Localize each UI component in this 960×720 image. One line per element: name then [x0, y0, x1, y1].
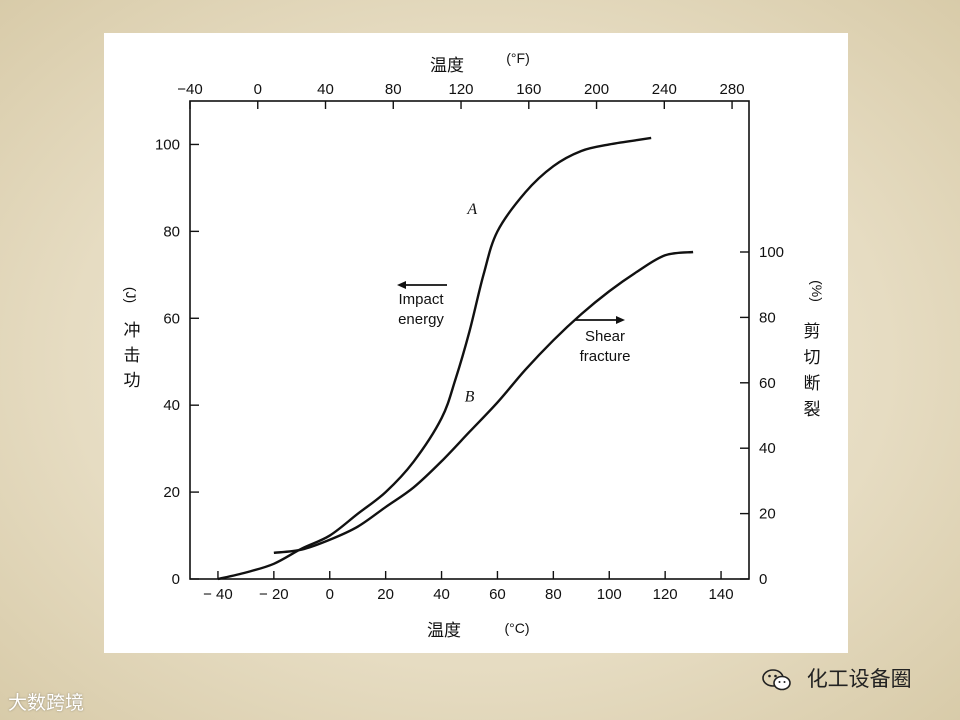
bottom-tick-label: 100 [597, 586, 622, 603]
chart-svg: − 40 − 20 0 20 40 60 80 100 120 140 −40 0 40 80 120 160… [123, 50, 825, 641]
bottom-tick-label: 140 [709, 586, 734, 603]
bottom-axis-unit: (°C) [504, 620, 529, 636]
series-label-B: B [465, 389, 475, 406]
top-tick-label: 200 [584, 81, 609, 98]
impact-energy-label: Impact [398, 291, 444, 308]
bottom-axis-label: 温度 [427, 621, 461, 641]
watermark-left: 大数跨境 [8, 688, 84, 715]
left-tick-label: 60 [163, 310, 180, 327]
top-tick-label: 280 [720, 81, 745, 98]
bottom-tick-label: 120 [653, 586, 678, 603]
bottom-tick-label: − 20 [259, 586, 289, 603]
bottom-tick-label: 20 [377, 586, 394, 603]
left-axis-label-char: 击 [124, 346, 141, 366]
right-axis-label-char: 裂 [804, 400, 821, 420]
right-tick-label: 100 [759, 244, 784, 261]
left-tick-label: 80 [163, 223, 180, 240]
top-axis-label: 温度 [430, 56, 464, 76]
top-tick-label: 120 [449, 81, 474, 98]
watermark-right-text: 化工设备圈 [806, 667, 912, 691]
left-axis-label-char: 功 [124, 371, 141, 391]
shear-fracture-label: Shear [585, 328, 625, 345]
bottom-tick-label: − 40 [203, 586, 233, 603]
right-axis-label-char: 断 [804, 374, 821, 394]
shear-arrow-head [616, 316, 625, 324]
top-tick-label: 40 [317, 81, 334, 98]
left-tick-label: 100 [155, 136, 180, 153]
right-tick-label: 0 [759, 571, 767, 588]
plot-frame [189, 100, 750, 580]
right-tick-label: 80 [759, 309, 776, 326]
right-axis-unit: (%) [809, 280, 825, 302]
impact-energy-label: energy [398, 311, 444, 328]
shear-fracture-label: fracture [580, 348, 631, 365]
top-tick-label: −40 [177, 81, 202, 98]
right-tick-label: 60 [759, 375, 776, 392]
left-tick-label: 20 [163, 484, 180, 501]
right-axis-label-char: 切 [804, 348, 821, 368]
left-tick-label: 40 [163, 397, 180, 414]
bottom-tick-label: 60 [489, 586, 506, 603]
top-tick-label: 160 [516, 81, 541, 98]
series-label-A: A [466, 201, 477, 218]
top-tick-label: 80 [385, 81, 402, 98]
top-tick-label: 240 [652, 81, 677, 98]
wechat-icon [762, 669, 791, 691]
left-axis-label-char: 冲 [124, 321, 141, 341]
left-tick-label: 0 [172, 571, 180, 588]
watermark-right: 化工设备圈 [762, 663, 912, 693]
chart-panel: − 40 − 20 0 20 40 60 80 100 120 140 −40 0 40 80 120 160… [104, 33, 848, 653]
right-axis-label-char: 剪 [804, 322, 821, 342]
top-tick-label: 0 [254, 81, 262, 98]
right-tick-label: 40 [759, 440, 776, 457]
bottom-tick-label: 80 [545, 586, 562, 603]
series-line-B [273, 250, 694, 555]
bottom-tick-label: 0 [326, 586, 334, 603]
left-axis-unit: (J) [123, 287, 139, 303]
top-axis-unit: (°F) [506, 50, 529, 66]
right-tick-label: 20 [759, 506, 776, 523]
bottom-tick-label: 40 [433, 586, 450, 603]
impact-arrow-head [397, 281, 406, 289]
watermark-left-text: 大数跨境 [8, 692, 85, 714]
